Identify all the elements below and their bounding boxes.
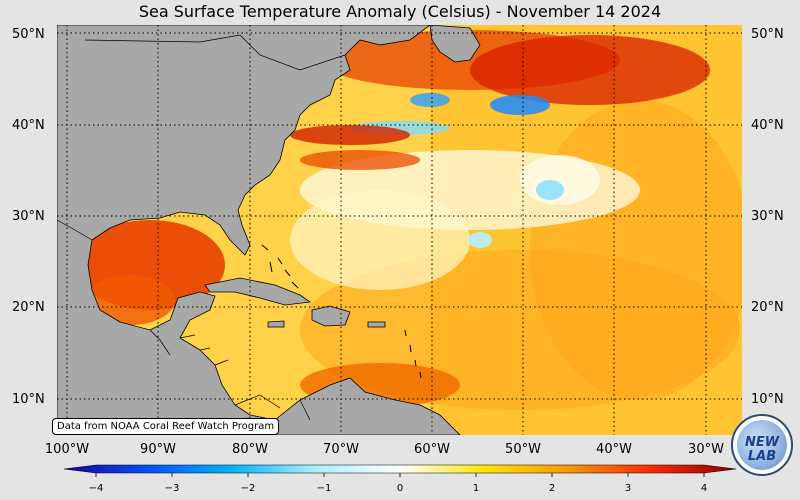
lon-label-90w: 90°W (140, 442, 176, 457)
colorbar-tick-label: 1 (472, 483, 480, 494)
lat-label-40n-right: 40°N (751, 118, 784, 133)
lon-label-50w: 50°W (505, 442, 541, 457)
globe-icon (737, 420, 787, 470)
lat-label-20n-right: 20°N (751, 300, 784, 315)
colorbar-tick-label: 2 (548, 483, 556, 494)
anomaly-field (60, 25, 742, 435)
data-credit: Data from NOAA Coral Reef Watch Program (52, 418, 280, 435)
hispaniola (311, 305, 351, 327)
lat-label-40n-left: 40°N (12, 118, 45, 133)
gridlines (57, 25, 742, 435)
lat-label-20n-left: 20°N (12, 300, 45, 315)
colorbar-tick-label: −1 (316, 483, 332, 494)
colorbar-tick-label: 4 (700, 483, 708, 494)
lon-label-60w: 60°W (414, 442, 450, 457)
colorbar-tick-label: −2 (240, 483, 256, 494)
colorbar-tick-label: 0 (396, 483, 404, 494)
lon-label-40w: 40°W (596, 442, 632, 457)
lat-label-10n-left: 10°N (12, 392, 45, 407)
colorbar-tick-label: −4 (88, 483, 104, 494)
map-area (57, 25, 742, 435)
lon-label-80w: 80°W (232, 442, 268, 457)
jamaica (267, 320, 285, 328)
newfoundland (429, 25, 481, 63)
logo-text: NEW LAB (744, 435, 780, 464)
lat-label-30n-left: 30°N (12, 209, 45, 224)
lat-label-50n-right: 50°N (751, 27, 784, 42)
bahamas-islands (261, 244, 422, 379)
lon-label-70w: 70°W (323, 442, 359, 457)
lon-label-30w: 30°W (688, 442, 724, 457)
lon-label-100w: 100°W (44, 442, 90, 457)
colorbar-tick-label: −3 (164, 483, 180, 494)
colorbar-tick-label: 3 (624, 483, 632, 494)
colorbar (63, 464, 737, 477)
lat-label-10n-right: 10°N (751, 392, 784, 407)
newlab-logo: NEW LAB (731, 414, 793, 476)
puerto-rico (367, 321, 386, 328)
lat-label-50n-left: 50°N (12, 27, 45, 42)
cuba (204, 277, 312, 306)
lat-label-30n-right: 30°N (751, 209, 784, 224)
borders (57, 34, 346, 421)
map-title: Sea Surface Temperature Anomaly (Celsius… (138, 2, 662, 21)
